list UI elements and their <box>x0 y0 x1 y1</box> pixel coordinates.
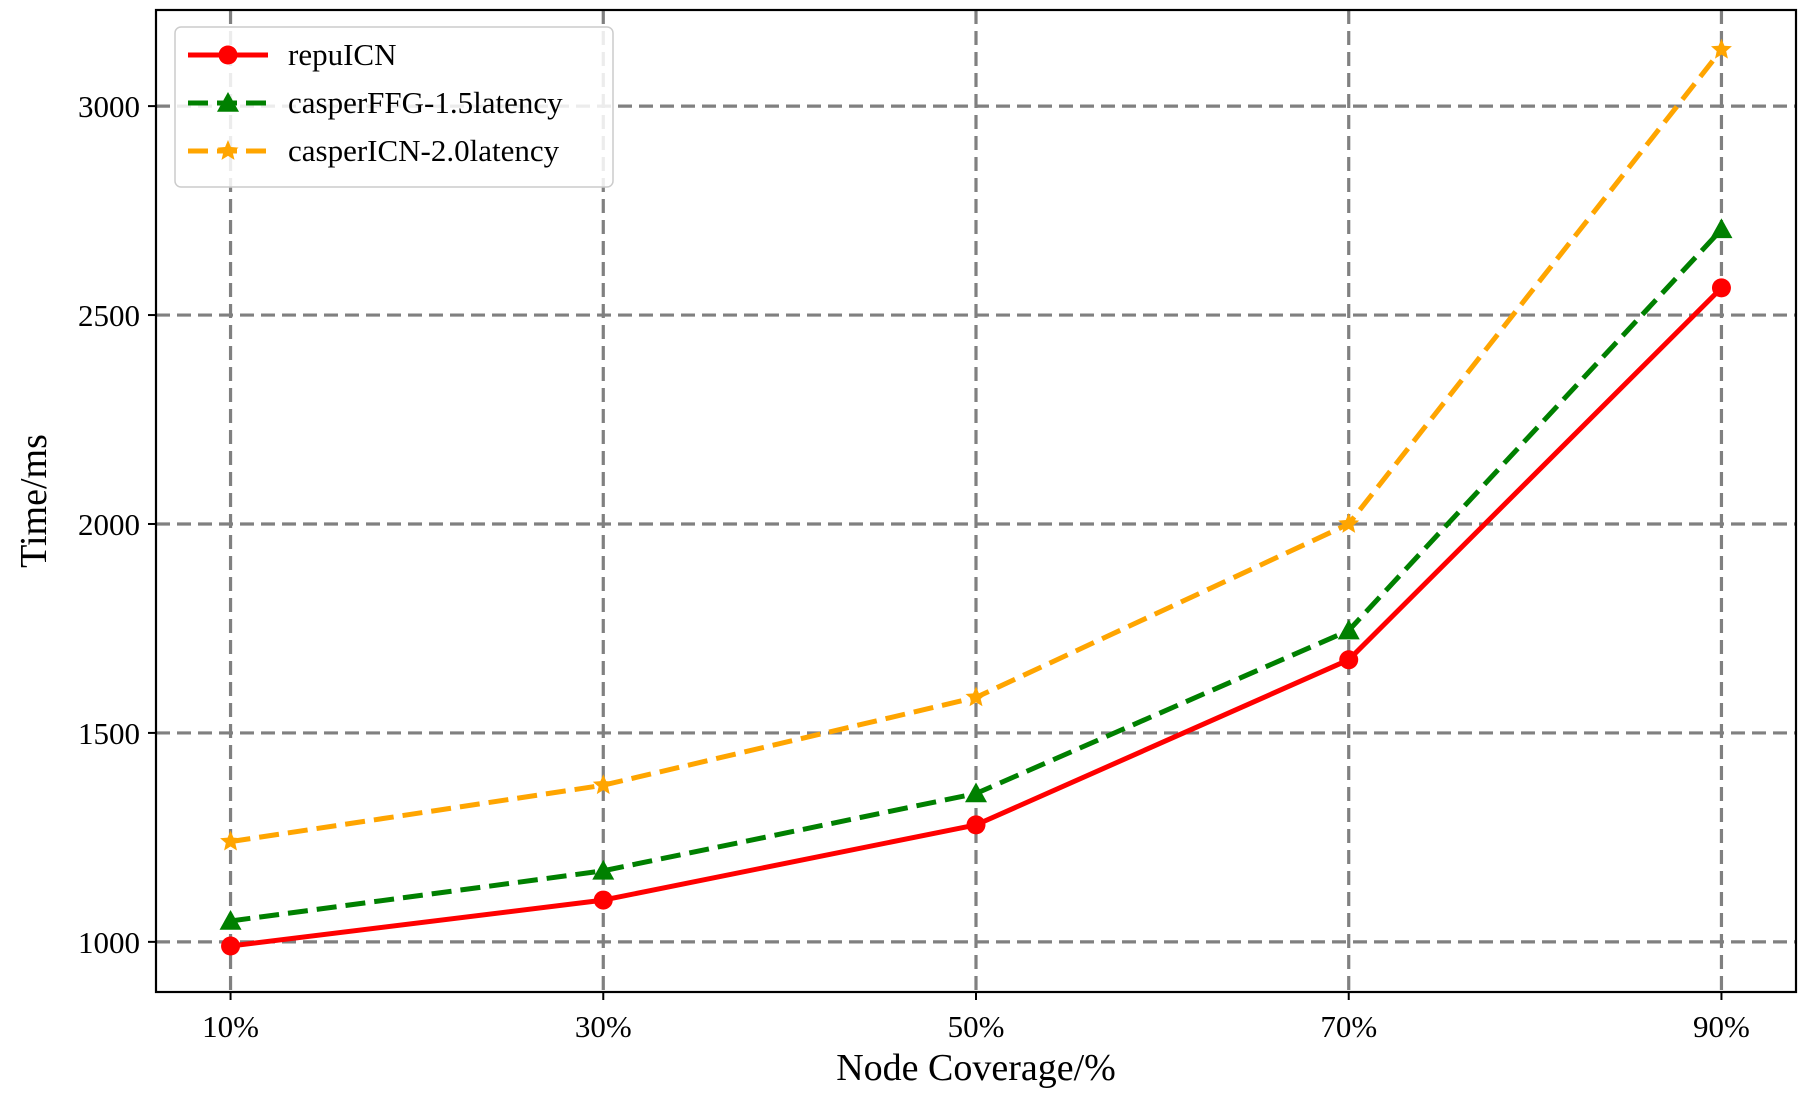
data-point <box>965 686 987 707</box>
series-line <box>230 286 1724 949</box>
data-point <box>965 782 987 803</box>
legend-label: casperICN-2.0latency <box>288 133 560 168</box>
data-point <box>1339 650 1359 670</box>
data-point <box>219 909 242 930</box>
y-tick-label: 2500 <box>78 298 140 333</box>
data-point <box>592 774 614 795</box>
x-tick-label: 50% <box>948 1009 1005 1044</box>
legend-marker <box>217 140 239 160</box>
y-tick-label: 2000 <box>78 507 140 542</box>
y-tick-layer: 1000 1500 2000 2500 3000 <box>78 89 156 960</box>
y-tick-label: 3000 <box>78 89 140 124</box>
data-point <box>1710 218 1733 239</box>
data-point <box>220 830 241 851</box>
series-layer <box>219 38 1733 956</box>
x-tick-label: 30% <box>575 1009 632 1044</box>
y-tick-label: 1500 <box>78 716 140 751</box>
x-tick-label: 90% <box>1693 1009 1750 1044</box>
legend-item: casperFFG-1.5latency <box>188 85 563 120</box>
legend-box <box>174 26 614 188</box>
x-axis-title: Node Coverage/% <box>836 1047 1116 1089</box>
data-point <box>221 936 241 956</box>
data-point <box>966 815 986 835</box>
legend: repuICN casperFFG-1.5latency casperICN-2.0… <box>174 26 614 188</box>
data-point <box>1337 619 1360 640</box>
legend-label: repuICN <box>288 37 396 72</box>
series-casperICN-2.0latency <box>220 38 1732 851</box>
y-tick-label: 1000 <box>78 925 140 960</box>
data-point <box>592 859 615 880</box>
grid-layer <box>156 10 1796 992</box>
x-tick-label: 70% <box>1320 1009 1377 1044</box>
legend-items: repuICN casperFFG-1.5latency casperICN-2.0… <box>188 37 563 168</box>
data-point <box>593 890 613 910</box>
y-axis-title: Time/ms <box>13 434 55 568</box>
legend-item: casperICN-2.0latency <box>188 133 560 168</box>
legend-marker <box>218 45 238 65</box>
series-casperFFG-1.5latency <box>219 218 1733 930</box>
legend-marker <box>217 92 239 112</box>
data-point <box>1711 38 1732 59</box>
series-repuICN <box>221 278 1731 956</box>
data-point <box>1338 513 1360 533</box>
data-point <box>1711 278 1731 298</box>
x-tick-label: 10% <box>202 1009 259 1044</box>
legend-label: casperFFG-1.5latency <box>288 85 563 120</box>
legend-item: repuICN <box>188 37 396 72</box>
x-tick-layer: 10% 30% 50% 70% 90% <box>202 992 1750 1044</box>
